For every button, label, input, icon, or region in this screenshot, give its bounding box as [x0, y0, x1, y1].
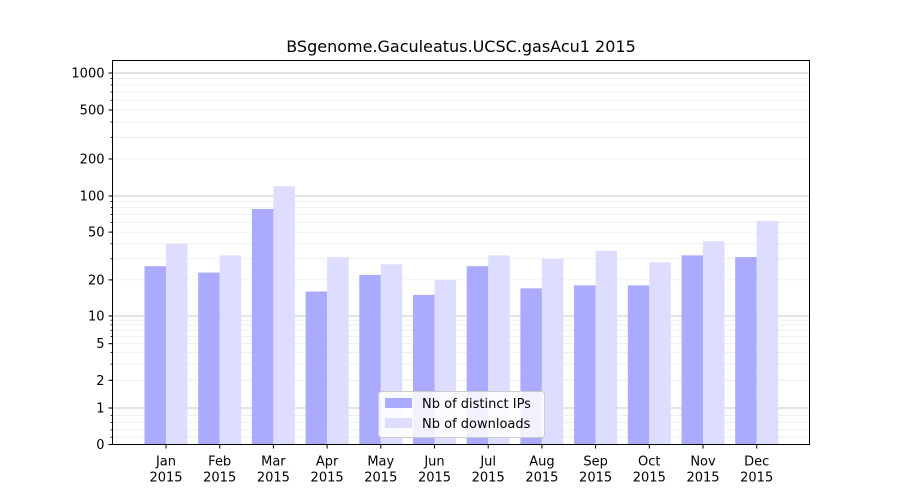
y-tick-label: 10 [88, 310, 105, 325]
x-tick-label-year: 2015 [579, 471, 612, 486]
bar-downloads [273, 186, 295, 445]
bar-distinct-ips [681, 255, 703, 445]
legend-label: Nb of downloads [422, 417, 531, 432]
bar-distinct-ips [144, 266, 166, 445]
y-axis: 0 1 2 5 10 20 50 100 200 500 1000 [71, 67, 113, 453]
x-tick-label-year: 2015 [740, 471, 773, 486]
y-tick-label: 500 [80, 104, 105, 119]
bar-distinct-ips [574, 285, 596, 445]
bars [144, 186, 779, 445]
bar-distinct-ips [305, 291, 328, 445]
x-tick-label-year: 2015 [203, 471, 236, 486]
x-tick-label-year: 2015 [525, 471, 558, 486]
x-tick-label-year: 2015 [149, 471, 182, 486]
x-tick-label-month: Oct [638, 455, 660, 470]
bar-downloads [541, 258, 564, 445]
bar-downloads [219, 255, 242, 445]
y-tick-label: 0 [96, 438, 104, 453]
y-tick-label: 2 [96, 374, 104, 389]
y-tick-label: 50 [88, 226, 105, 241]
y-tick-label: 100 [80, 190, 105, 205]
bar-downloads [649, 262, 671, 445]
bar-distinct-ips [198, 272, 220, 445]
bar-distinct-ips [627, 285, 650, 445]
x-tick-label-year: 2015 [257, 471, 290, 486]
legend: Nb of distinct IPs Nb of downloads [378, 391, 545, 438]
y-tick-label: 5 [96, 337, 104, 352]
x-tick-label-year: 2015 [311, 471, 344, 486]
x-tick-label-year: 2015 [633, 471, 666, 486]
y-tick-label: 1000 [71, 67, 104, 82]
x-tick-label-year: 2015 [364, 471, 397, 486]
legend-box [378, 391, 545, 438]
bar-distinct-ips [735, 257, 757, 445]
x-tick-label-month: Aug [529, 455, 554, 470]
legend-swatch [385, 418, 412, 428]
y-tick-label: 1 [96, 402, 104, 417]
plot-frame [112, 60, 810, 445]
bar-downloads [327, 257, 349, 445]
x-tick-label-year: 2015 [472, 471, 505, 486]
bar-downloads [595, 250, 618, 445]
bar-distinct-ips [359, 274, 381, 445]
x-tick-label-month: Apr [316, 455, 339, 470]
x-tick-label-month: Jan [155, 455, 176, 470]
bar-distinct-ips [251, 208, 274, 445]
bar-downloads [756, 220, 779, 445]
x-tick-label-month: Mar [261, 455, 286, 470]
legend-swatch [385, 398, 412, 408]
y-tick-label: 200 [80, 152, 105, 167]
x-axis: Jan2015Feb2015Mar2015Apr2015May2015Jun20… [149, 444, 773, 486]
chart-title: BSgenome.Gaculeatus.UCSC.gasAcu1 2015 [286, 37, 636, 56]
x-tick-label-year: 2015 [418, 471, 451, 486]
x-tick-label-month: Jul [479, 455, 496, 470]
x-tick-label-month: Feb [208, 455, 231, 470]
x-tick-label-month: Nov [690, 455, 716, 470]
legend-label: Nb of distinct IPs [422, 397, 531, 412]
x-tick-label-month: May [367, 455, 394, 470]
bar-downloads [703, 241, 725, 445]
x-tick-label-year: 2015 [686, 471, 719, 486]
y-tick-label: 20 [88, 273, 105, 288]
bar-downloads [166, 243, 188, 445]
x-tick-label-month: Sep [583, 455, 608, 470]
x-tick-label-month: Dec [744, 455, 769, 470]
x-tick-label-month: Jun [423, 455, 444, 470]
